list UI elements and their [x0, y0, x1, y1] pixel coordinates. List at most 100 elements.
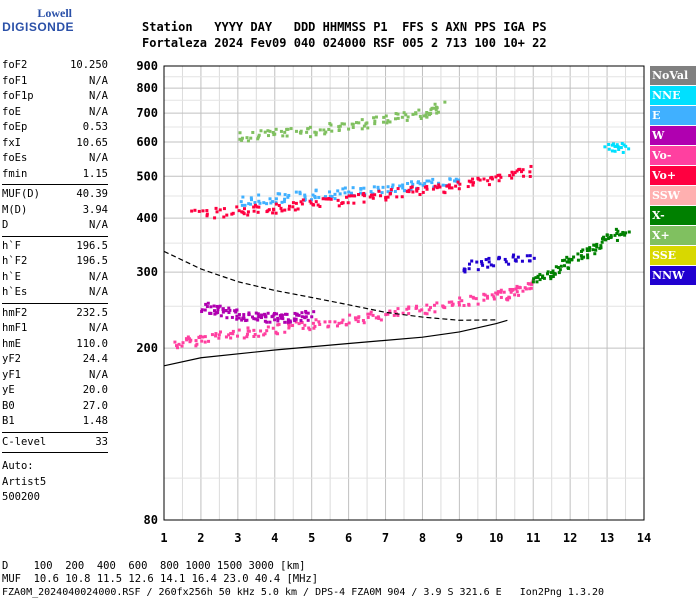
echo-point	[251, 315, 255, 319]
echo-point	[615, 238, 619, 242]
echo-point	[195, 342, 199, 346]
echo-point	[275, 312, 279, 316]
echo-point	[458, 182, 462, 186]
param-key: foF1	[2, 74, 28, 87]
echo-point	[486, 179, 490, 183]
y-tick-label: 700	[136, 106, 158, 120]
echo-point	[344, 195, 348, 199]
echo-point	[391, 183, 395, 187]
echo-point	[425, 179, 429, 183]
echo-point	[377, 189, 381, 193]
param-key: M(D)	[2, 203, 28, 216]
echo-point	[372, 116, 376, 120]
x-tick-label: 6	[345, 531, 352, 545]
echo-point	[381, 185, 385, 189]
echo-point	[224, 309, 228, 313]
echo-point	[514, 258, 518, 262]
d-distance-line: D 100 200 400 600 800 1000 1500 3000 [km…	[2, 560, 306, 572]
echo-point	[222, 215, 226, 219]
echo-point	[305, 130, 309, 134]
echo-point	[454, 179, 458, 183]
echo-point	[445, 184, 449, 188]
echo-point	[266, 129, 270, 133]
echo-point	[457, 178, 461, 182]
echo-point	[513, 171, 517, 175]
echo-point	[354, 318, 358, 322]
echo-point	[567, 260, 571, 264]
echo-point	[254, 317, 258, 321]
x-tick-label: 10	[489, 531, 503, 545]
echo-point	[554, 265, 558, 269]
param-key: foF2	[2, 59, 28, 71]
echo-point	[235, 308, 239, 312]
echo-point	[513, 293, 517, 297]
echo-point	[425, 110, 429, 114]
echo-point	[185, 338, 189, 342]
echo-point	[341, 187, 345, 191]
echo-point	[314, 133, 318, 137]
echo-point	[407, 188, 411, 192]
echo-point	[398, 184, 402, 188]
echo-point	[401, 311, 405, 315]
echo-point	[299, 319, 303, 323]
echo-point	[497, 179, 501, 183]
x-tick-label: 9	[456, 531, 463, 545]
echo-point	[176, 346, 180, 350]
echo-point	[586, 256, 590, 260]
echo-point	[293, 311, 297, 315]
echo-point	[323, 132, 327, 136]
echo-point	[256, 318, 260, 322]
echo-point	[337, 128, 341, 132]
echo-point	[281, 134, 285, 138]
echo-point	[205, 214, 209, 218]
echo-point	[521, 168, 525, 172]
echo-point	[535, 280, 539, 284]
echo-point	[458, 296, 462, 300]
echo-point	[263, 319, 267, 323]
echo-point	[476, 268, 480, 272]
echo-point	[407, 312, 411, 316]
echo-point	[245, 136, 249, 140]
echo-point	[274, 211, 278, 215]
echo-point	[286, 195, 290, 199]
echo-point	[586, 253, 590, 257]
echo-point	[257, 133, 261, 137]
echo-point	[221, 307, 225, 311]
y-tick-label: 80	[144, 513, 158, 527]
echo-point	[359, 191, 363, 195]
x-tick-label: 3	[234, 531, 241, 545]
param-value: N/A	[89, 270, 108, 283]
echo-point	[287, 193, 291, 197]
echo-point	[410, 180, 414, 184]
echo-point	[486, 265, 490, 269]
x-tick-label: 14	[637, 531, 651, 545]
echo-point	[314, 318, 318, 322]
echo-point	[421, 183, 425, 187]
echo-point	[611, 142, 615, 146]
echo-point	[466, 185, 470, 189]
echo-point	[515, 169, 519, 173]
echo-point	[237, 209, 241, 213]
echo-point	[482, 298, 486, 302]
echo-point	[362, 200, 366, 204]
echo-point	[563, 258, 567, 262]
echo-point	[256, 312, 260, 316]
echo-point	[430, 106, 434, 110]
x-tick-labels: 1 2 3 4 5 6 7 8 9 10 11 12 13 14	[160, 531, 651, 545]
echo-point	[471, 181, 475, 185]
param-row: B1 1.48	[2, 414, 108, 430]
echo-point	[441, 183, 445, 187]
echo-point	[247, 202, 251, 206]
echo-point	[263, 332, 267, 336]
echo-point	[386, 190, 390, 194]
echo-point	[490, 177, 494, 181]
echo-point	[218, 208, 222, 212]
echo-point	[481, 263, 485, 267]
echo-point	[186, 335, 190, 339]
echo-point	[384, 198, 388, 202]
echo-point	[425, 185, 429, 189]
echo-point	[260, 313, 264, 317]
echo-point	[361, 318, 365, 322]
echo-point	[385, 121, 389, 125]
echo-point	[492, 295, 496, 299]
